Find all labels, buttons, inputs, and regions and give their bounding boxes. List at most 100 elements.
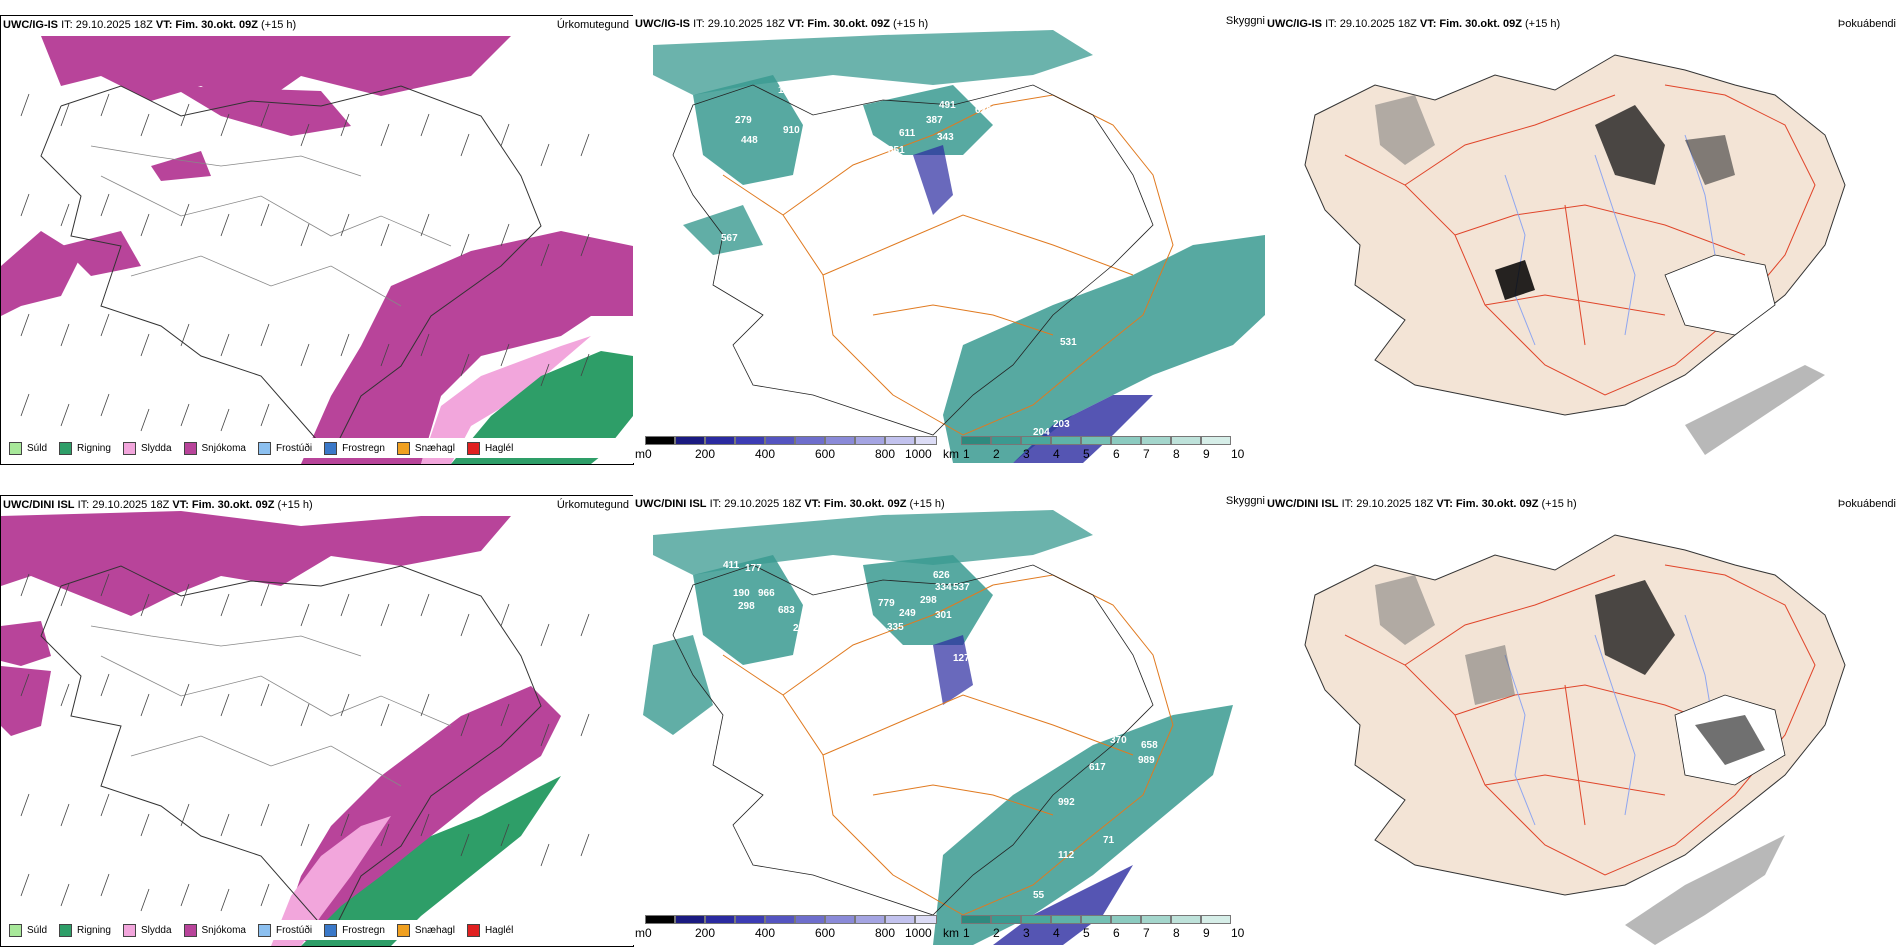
- cloud-base-label: 966: [758, 588, 775, 599]
- cloud-base-label: 537: [953, 582, 970, 593]
- valid-label: VT:: [804, 498, 821, 510]
- cloud-base-label: 910: [783, 125, 800, 136]
- init-time: IT: 29.10.2025 18Z: [709, 498, 802, 510]
- visibility-tick: 1: [963, 926, 970, 940]
- cloud-base-label: 351: [888, 145, 905, 156]
- ceiling-tick: 800: [875, 926, 896, 940]
- init-time: IT: 29.10.2025 18Z: [61, 19, 153, 31]
- ceiling-colorbar: m 0 200 400 600 800 1000: [633, 915, 943, 941]
- cloud-base-label: 190: [733, 588, 750, 599]
- cloud-base-label: 203: [1053, 419, 1070, 430]
- cloud-base-label: 177: [778, 85, 795, 96]
- lead-time: (+15 h): [1525, 18, 1561, 30]
- init-time: IT: 29.10.2025 18Z: [693, 18, 785, 30]
- fog-map-panel: UWC/IG-IS IT: 29.10.2025 18Z VT: Fim. 30…: [1265, 15, 1900, 463]
- ceiling-tick: 200: [695, 447, 716, 461]
- visibility-unit: km: [943, 447, 959, 461]
- visibility-tick: 3: [1023, 926, 1030, 940]
- init-time: IT: 29.10.2025 18Z: [1341, 498, 1434, 510]
- cloud-base-label: 127: [953, 653, 970, 664]
- legend-item: Snæhagl: [396, 923, 455, 937]
- visibility-tick: 10: [1231, 447, 1245, 461]
- fog-map-panel: UWC/DINI ISL IT: 29.10.2025 18Z VT: Fim.…: [1265, 495, 1900, 945]
- legend-item: Frostregn: [324, 923, 385, 937]
- legend-item: Haglél: [466, 923, 513, 937]
- cloud-map: [643, 510, 1233, 945]
- cloud-base-label: 177: [745, 563, 762, 574]
- cloud-base-label: 822: [809, 168, 826, 179]
- visibility-tick: 5: [1083, 926, 1090, 940]
- valid-time: Fim. 30.okt. 09Z: [807, 18, 890, 30]
- cloud-base-label: 387: [926, 115, 943, 126]
- visibility-tick: 2: [993, 926, 1000, 940]
- precip-legend: Súld Rigning Slydda Snjókoma Frostúði Fr…: [9, 920, 629, 940]
- cloud-base-label: 133: [783, 195, 800, 206]
- cloud-base-labels: 177 279 910 448 611 387 491 626 351 343 …: [633, 15, 1265, 463]
- cloud-base-label: 491: [939, 100, 956, 111]
- cloud-base-label: 233: [793, 623, 810, 634]
- valid-time: Fim. 30.okt. 09Z: [1439, 18, 1522, 30]
- cloud-header: UWC/IG-IS IT: 29.10.2025 18Z VT: Fim. 30…: [635, 18, 928, 30]
- cloud-base-labels: 411 177 190 966 298 683 233 626 334 537 …: [633, 495, 1265, 945]
- lead-time: (+15 h): [1541, 498, 1577, 510]
- cloud-base-label: 298: [920, 595, 937, 606]
- fog-header: UWC/DINI ISL IT: 29.10.2025 18Z VT: Fim.…: [1267, 498, 1577, 510]
- ceiling-tick: 400: [755, 447, 776, 461]
- model-name: UWC/DINI ISL: [3, 499, 75, 511]
- ceiling-tick: 0: [645, 926, 652, 940]
- ceiling-tick: 200: [695, 926, 716, 940]
- cloud-base-label: 626: [933, 570, 950, 581]
- cloud-header: UWC/DINI ISL IT: 29.10.2025 18Z VT: Fim.…: [635, 498, 945, 510]
- fog-map: [1304, 54, 1846, 455]
- cloud-base-label: 334: [935, 582, 952, 593]
- model-name: UWC/IG-IS: [3, 19, 58, 31]
- precip-map: [1, 36, 633, 464]
- precip-header: UWC/IG-IS IT: 29.10.2025 18Z VT: Fim. 30…: [3, 19, 296, 31]
- precip-legend: Súld Rigning Slydda Snjókoma Frostúði Fr…: [9, 438, 629, 458]
- cloud-base-label: 706: [933, 840, 950, 851]
- legend-item: Frostúði: [257, 441, 312, 455]
- model-name: UWC/DINI ISL: [635, 498, 707, 510]
- cloud-base-label: 55: [1033, 890, 1045, 901]
- visibility-tick: 10: [1231, 926, 1245, 940]
- ceiling-tick: 600: [815, 926, 836, 940]
- visibility-tick: 7: [1143, 926, 1150, 940]
- legend-item: Snæhagl: [396, 441, 455, 455]
- cloud-base-label: 531: [1060, 337, 1077, 348]
- lead-time: (+15 h): [893, 18, 929, 30]
- valid-label: VT:: [787, 18, 805, 30]
- valid-label: VT:: [155, 19, 173, 31]
- legend-item: Súld: [9, 923, 47, 937]
- cloud-map-panel: UWC/IG-IS IT: 29.10.2025 18Z VT: Fim. 30…: [633, 15, 1265, 463]
- fog-map: [1304, 534, 1846, 945]
- legend-item: Slydda: [122, 923, 172, 937]
- cloud-base-label: 343: [937, 132, 954, 143]
- valid-time: Fim. 30.okt. 09Z: [1455, 498, 1539, 510]
- cloud-base-label: 617: [1089, 762, 1106, 773]
- visibility-tick: 3: [1023, 447, 1030, 461]
- legend-item: Slydda: [122, 441, 172, 455]
- cloud-base-label: 779: [878, 598, 895, 609]
- cloud-base-label: 989: [1138, 755, 1155, 766]
- init-time: IT: 29.10.2025 18Z: [1325, 18, 1417, 30]
- cloud-base-label: 683: [778, 605, 795, 616]
- cloud-base-label: 611: [899, 128, 916, 139]
- cloud-base-label: 301: [935, 610, 952, 621]
- panel-title: Skyggni: [1225, 495, 1265, 507]
- model-name: UWC/IG-IS: [1267, 18, 1322, 30]
- legend-item: Frostregn: [324, 441, 385, 455]
- visibility-tick: 4: [1053, 447, 1060, 461]
- init-time: IT: 29.10.2025 18Z: [77, 499, 170, 511]
- ceiling-tick: 400: [755, 926, 776, 940]
- ceiling-unit: m: [635, 926, 645, 940]
- valid-time: Fim. 30.okt. 09Z: [191, 499, 275, 511]
- visibility-tick: 9: [1203, 447, 1210, 461]
- legend-item: Haglél: [466, 441, 513, 455]
- legend-item: Frostúði: [257, 923, 312, 937]
- ceiling-tick: 800: [875, 447, 896, 461]
- cloud-base-label: 112: [1058, 850, 1075, 861]
- precip-map-panel: UWC/DINI ISL IT: 29.10.2025 18Z VT: Fim.…: [0, 495, 634, 947]
- cloud-base-label: 411: [723, 560, 740, 571]
- valid-label: VT:: [1436, 498, 1453, 510]
- visibility-unit: km: [943, 926, 959, 940]
